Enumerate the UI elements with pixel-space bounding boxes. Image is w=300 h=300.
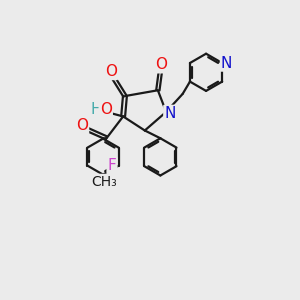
Text: O: O xyxy=(100,102,112,117)
Text: O: O xyxy=(105,64,117,79)
Text: O: O xyxy=(76,118,88,133)
Text: N: N xyxy=(221,56,232,70)
Text: F: F xyxy=(108,158,116,173)
Text: H: H xyxy=(90,102,102,117)
Text: CH₃: CH₃ xyxy=(91,175,116,189)
Text: N: N xyxy=(164,106,176,121)
Text: O: O xyxy=(155,57,167,72)
